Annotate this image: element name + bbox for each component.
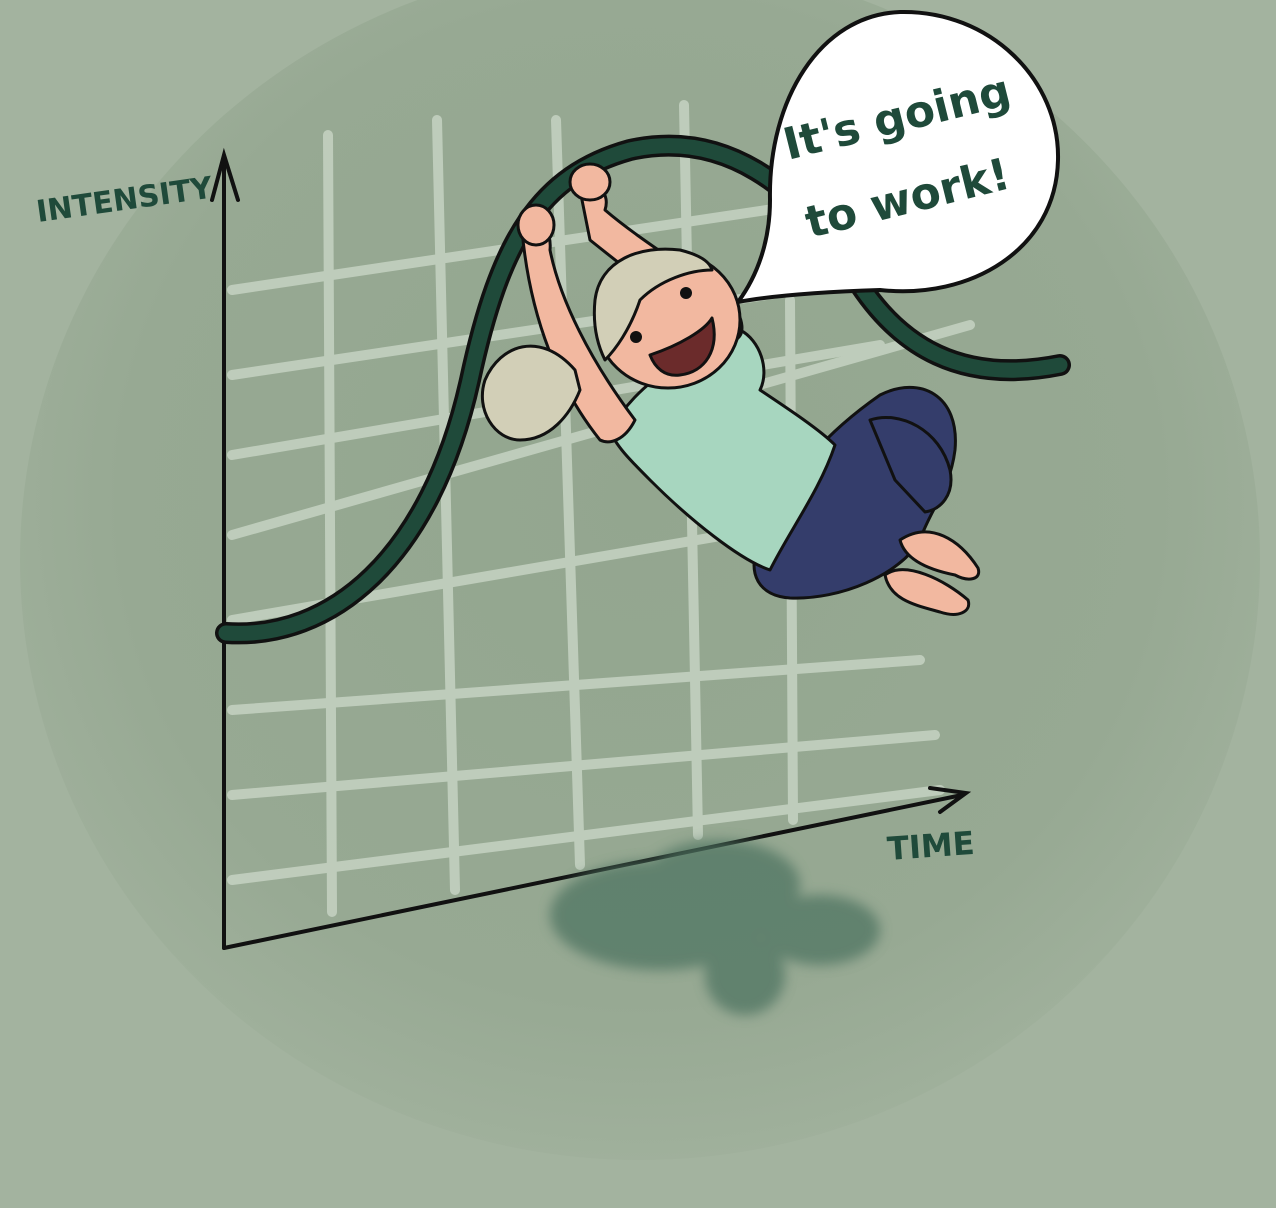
character-figure <box>480 162 981 616</box>
ground-shadow <box>550 840 880 1015</box>
speech-bubble <box>736 9 1061 304</box>
x-axis-label: TIME <box>886 824 976 868</box>
